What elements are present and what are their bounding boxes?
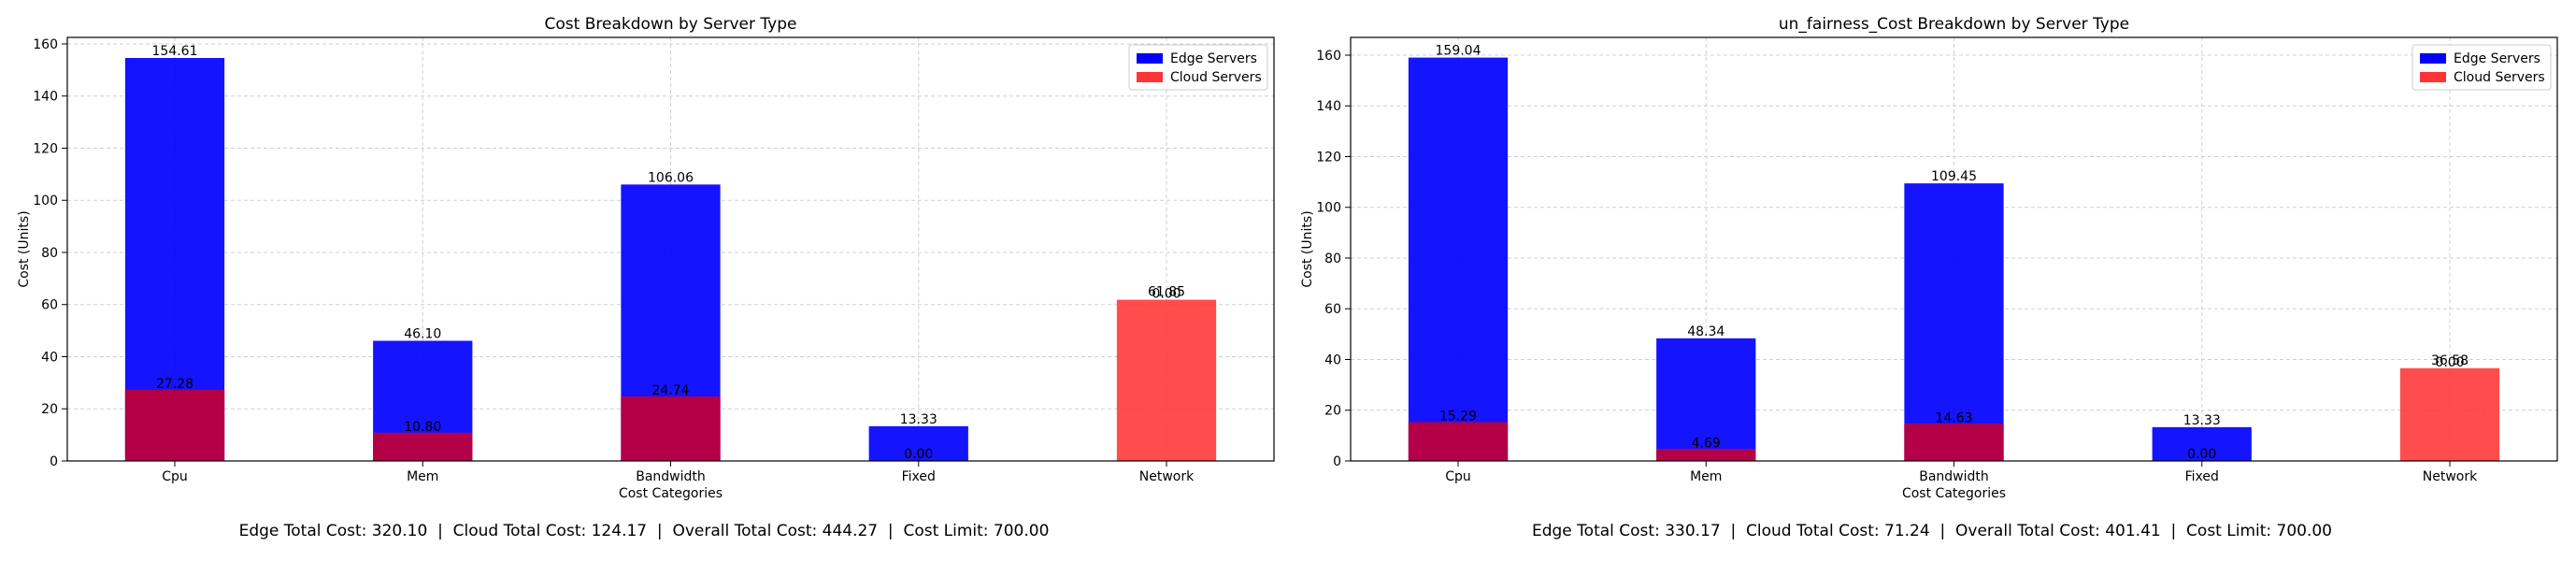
legend-swatch-edge: [2420, 53, 2446, 64]
bar-overlap-mem: [1656, 449, 1756, 461]
legend-swatch-cloud: [1137, 72, 1163, 82]
y-tick-label: 0: [50, 454, 58, 469]
y-tick-label: 80: [41, 246, 58, 261]
x-tick-label: Cpu: [1445, 469, 1471, 484]
legend-label-edge: Edge Servers: [1170, 51, 1257, 66]
y-axis-label: Cost (Units): [1300, 210, 1315, 287]
data-label-edge: 48.34: [1687, 324, 1724, 339]
bar-overlap-bandwidth: [1904, 424, 2004, 461]
x-tick-label: Bandwidth: [1919, 469, 1989, 484]
legend-label-edge: Edge Servers: [2454, 51, 2540, 66]
data-label-edge: 13.33: [900, 412, 937, 427]
data-label-cloud: 15.29: [1439, 410, 1477, 424]
x-tick-label: Cpu: [162, 469, 188, 484]
y-axis-label: Cost (Units): [17, 210, 32, 287]
chart-panel-1: 159.04 15.29 48.34 4.69 109.45 14.63 13.33 0.00…: [1300, 15, 2558, 501]
x-tick-label: Mem: [1690, 469, 1722, 484]
bar-cloud-network: [1116, 299, 1217, 461]
data-label-edge: 159.04: [1436, 44, 1481, 59]
y-tick-label: 120: [33, 141, 58, 156]
data-label-cloud: 0.00: [2187, 447, 2216, 462]
y-tick-label: 100: [1316, 201, 1341, 216]
legend-box: [1128, 44, 1268, 91]
bar-overlap-cpu: [124, 389, 225, 461]
data-label-cloud: 10.80: [404, 420, 441, 435]
x-axis-label: Cost Categories: [1902, 486, 2006, 501]
y-tick-label: 120: [1316, 150, 1341, 165]
data-label-cloud: 4.69: [1692, 436, 1721, 451]
data-label-cloud: 14.63: [1935, 410, 1972, 425]
data-label-cloud: 0.00: [1152, 287, 1181, 302]
chart-panel-0: 154.61 27.28 46.10 10.80 106.06 24.74 13.33 0.0…: [17, 15, 1275, 501]
y-tick-label: 140: [33, 90, 58, 105]
cost-summary-left: Edge Total Cost: 320.10 | Cloud Total Co…: [238, 522, 1050, 540]
y-tick-label: 20: [1324, 404, 1341, 419]
bar-overlap-bandwidth: [621, 396, 721, 461]
y-tick-label: 140: [1316, 99, 1341, 114]
bar-overlap-cpu: [1408, 422, 1509, 461]
data-label-edge: 109.45: [1931, 169, 1977, 184]
cost-summary-right: Edge Total Cost: 330.17 | Cloud Total Co…: [1531, 522, 2333, 540]
bar-edge-fixed: [2152, 426, 2252, 461]
data-label-edge: 13.33: [2183, 413, 2221, 428]
x-tick-label: Fixed: [2185, 469, 2219, 484]
bar-edge-fixed: [868, 425, 968, 461]
data-label-cloud: 24.74: [651, 383, 689, 398]
y-tick-label: 20: [41, 402, 58, 417]
bar-overlap-mem: [373, 432, 473, 461]
y-tick-label: 0: [1333, 454, 1341, 469]
y-tick-label: 60: [1324, 302, 1341, 317]
data-label-cloud: 0.00: [904, 447, 933, 462]
y-tick-label: 40: [1324, 352, 1341, 367]
y-tick-label: 80: [1324, 252, 1341, 266]
legend-label-cloud: Cloud Servers: [2454, 70, 2545, 85]
y-tick-label: 40: [41, 350, 58, 365]
data-label-edge: 154.61: [152, 44, 198, 59]
data-label-cloud: 27.28: [156, 377, 193, 392]
data-label-network: 61.85: [1148, 285, 1185, 300]
y-tick-label: 160: [1316, 49, 1341, 64]
bar-edge-mem: [1656, 338, 1756, 461]
bar-edge-bandwidth: [1904, 183, 2004, 461]
legend-label-cloud: Cloud Servers: [1170, 70, 1262, 85]
x-tick-label: Fixed: [902, 469, 936, 484]
y-tick-label: 160: [33, 37, 58, 52]
y-tick-label: 100: [33, 194, 58, 209]
data-label-edge: 46.10: [404, 326, 441, 341]
data-label-network: 36.58: [2431, 353, 2469, 368]
legend-swatch-edge: [1137, 53, 1163, 64]
chart-title: un_fairness_Cost Breakdown by Server Typ…: [1779, 15, 2129, 34]
legend-swatch-cloud: [2420, 72, 2446, 82]
chart-title: Cost Breakdown by Server Type: [545, 15, 797, 34]
x-tick-label: Bandwidth: [636, 469, 706, 484]
data-label-cloud: 0.00: [2435, 355, 2464, 370]
y-tick-label: 60: [41, 298, 58, 313]
x-axis-label: Cost Categories: [619, 486, 723, 501]
bar-cloud-network: [2399, 367, 2500, 461]
x-tick-label: Network: [1139, 469, 1195, 484]
x-tick-label: Network: [2423, 469, 2478, 484]
data-label-edge: 106.06: [648, 170, 694, 185]
bar-edge-cpu: [1408, 57, 1509, 461]
legend-box: [2411, 44, 2552, 91]
x-tick-label: Mem: [407, 469, 438, 484]
